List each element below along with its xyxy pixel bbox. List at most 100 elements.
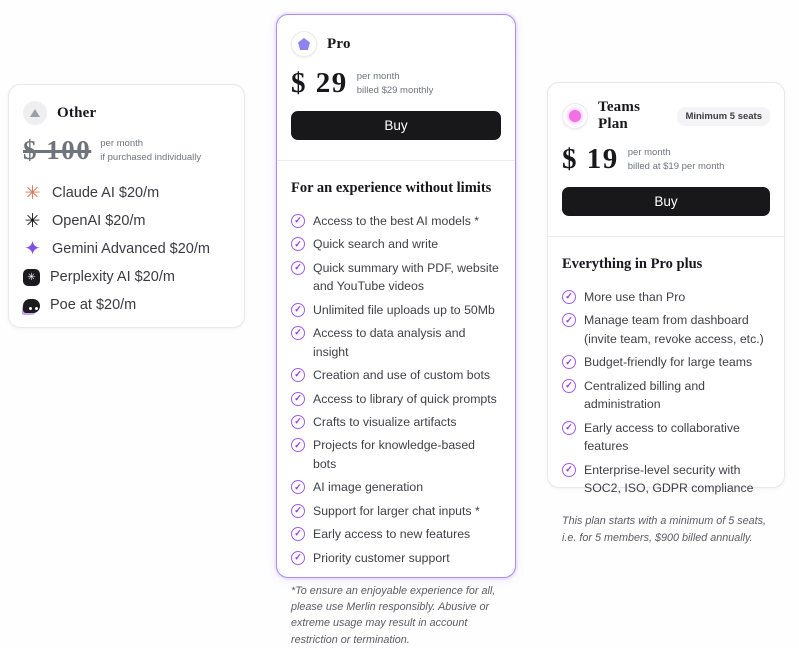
feature-item: ✓ Access to library of quick prompts — [291, 390, 501, 408]
price-amount-other: $ 100 — [23, 135, 92, 165]
price-note-teams: per month billed at $19 per month — [628, 146, 725, 173]
openai-icon — [23, 212, 42, 231]
plan-header: Other — [23, 101, 230, 125]
check-icon: ✓ — [562, 378, 576, 393]
check-icon: ✓ — [562, 420, 576, 435]
check-icon: ✓ — [291, 368, 305, 383]
gemini-icon — [23, 240, 42, 259]
teams-plan-avatar — [562, 103, 588, 129]
service-label: Claude AI $20/m — [52, 185, 160, 201]
feature-item: ✓ Projects for knowledge-based bots — [291, 436, 501, 473]
feature-label: Early access to collaborative features — [584, 420, 740, 454]
plan-card-teams: Teams Plan Minimum 5 seats $ 19 per mont… — [547, 82, 785, 544]
pro-plan-avatar — [291, 31, 317, 57]
check-icon: ✓ — [291, 480, 305, 495]
feature-item: ✓ Quick summary with PDF, website and Yo… — [291, 259, 501, 296]
service-item: Gemini Advanced $20/m — [23, 240, 230, 259]
other-plan-avatar — [23, 101, 47, 125]
divider — [548, 236, 784, 237]
service-list: Claude AI $20/m OpenAI $20/m Gemini Adva… — [23, 184, 230, 315]
feature-label: Quick search and write — [313, 237, 439, 252]
triangle-icon — [30, 108, 40, 117]
service-item: Perplexity AI $20/m — [23, 268, 230, 287]
feature-label: Quick summary with PDF, website and YouT… — [313, 260, 499, 294]
check-icon: ✓ — [291, 326, 305, 341]
section-heading-pro: For an experience without limits — [291, 180, 492, 196]
feature-item: ✓ Priority customer support — [291, 549, 501, 567]
service-label: Poe at $20/m — [50, 297, 137, 313]
minimum-seats-badge: Minimum 5 seats — [677, 106, 770, 126]
feature-label: Unlimited file uploads up to 50Mb — [313, 302, 495, 317]
feature-list-pro: ✓ Access to the best AI models * ✓ Quick… — [291, 212, 501, 567]
price-note-line1: per month — [100, 138, 144, 150]
buy-button-pro[interactable]: Buy — [291, 111, 501, 140]
feature-label: AI image generation — [313, 480, 424, 495]
plan-title-teams: Teams Plan — [598, 99, 641, 132]
plan-card-pro: Pro $ 29 per month billed $29 monthly Bu… — [276, 14, 516, 646]
price-note-line1: per month — [356, 71, 400, 83]
feature-item: ✓ Access to data analysis and insight — [291, 324, 501, 361]
feature-item: ✓ Enterprise-level security with SOC2, I… — [562, 461, 770, 498]
price-note-line2: billed at $19 per month — [627, 160, 725, 172]
feature-item: ✓ AI image generation — [291, 478, 501, 496]
feature-label: Access to data analysis and insight — [313, 326, 466, 359]
feature-item: ✓ Centralized billing and administration — [562, 377, 770, 414]
feature-label: Access to library of quick prompts — [313, 391, 497, 406]
check-icon: ✓ — [291, 527, 305, 542]
price-block: $ 29 per month billed $29 monthly — [291, 69, 501, 98]
feature-item: ✓ Quick search and write — [291, 235, 501, 253]
feature-item: ✓ Unlimited file uploads up to 50Mb — [291, 301, 501, 319]
check-icon: ✓ — [291, 237, 305, 252]
service-label: Gemini Advanced $20/m — [52, 241, 210, 257]
buy-button-teams[interactable]: Buy — [562, 187, 770, 216]
feature-item: ✓ Crafts to visualize artifacts — [291, 413, 501, 431]
feature-label: Centralized billing and administration — [584, 378, 705, 412]
feature-label: Budget-friendly for large teams — [584, 355, 753, 370]
price-amount-pro: $ 29 — [291, 67, 348, 99]
feature-item: ✓ Creation and use of custom bots — [291, 366, 501, 384]
check-icon: ✓ — [291, 302, 305, 317]
feature-label: Access to the best AI models * — [313, 214, 480, 228]
feature-label: Projects for knowledge-based bots — [313, 438, 475, 471]
feature-item: ✓ Budget-friendly for large teams — [562, 353, 770, 371]
check-icon: ✓ — [291, 550, 305, 565]
service-item: Claude AI $20/m — [23, 184, 230, 203]
price-note-line2: billed $29 monthly — [356, 84, 434, 96]
feature-label: Support for larger chat inputs * — [313, 503, 480, 518]
check-icon: ✓ — [291, 260, 305, 275]
check-icon: ✓ — [291, 438, 305, 453]
check-icon: ✓ — [562, 355, 576, 370]
service-item: OpenAI $20/m — [23, 212, 230, 231]
pink-dot-icon — [569, 110, 581, 122]
price-amount-teams: $ 19 — [562, 143, 619, 175]
section-heading-teams: Everything in Pro plus — [562, 256, 703, 272]
feature-label: Crafts to visualize artifacts — [313, 414, 457, 429]
plan-title-pro: Pro — [327, 35, 351, 52]
perplexity-icon — [23, 269, 40, 286]
claude-icon — [23, 184, 42, 203]
price-note-line1: per month — [627, 147, 671, 159]
check-icon: ✓ — [562, 290, 576, 304]
price-block: $ 100 per month if purchased individuall… — [23, 137, 230, 164]
feature-item: ✓ More use than Pro — [562, 288, 770, 306]
feature-label: Priority customer support — [313, 550, 450, 565]
feature-label: Creation and use of custom bots — [313, 368, 491, 383]
check-icon: ✓ — [562, 313, 576, 328]
feature-item: ✓ Early access to new features — [291, 525, 501, 543]
service-label: OpenAI $20/m — [52, 213, 146, 229]
feature-list-teams: ✓ More use than Pro ✓ Manage team from d… — [562, 288, 770, 497]
feature-label: Manage team from dashboard (invite team,… — [584, 313, 764, 346]
feature-label: Early access to new features — [313, 527, 471, 542]
feature-item: ✓ Manage team from dashboard (invite tea… — [562, 311, 770, 348]
price-note-pro: per month billed $29 monthly — [357, 70, 434, 97]
price-note-other: per month if purchased individually — [100, 137, 201, 164]
feature-item: ✓ Support for larger chat inputs * — [291, 502, 501, 520]
price-block: $ 19 per month billed at $19 per month — [562, 145, 770, 174]
footnote-pro: *To ensure an enjoyable experience for a… — [291, 585, 496, 646]
check-icon: ✓ — [291, 503, 305, 518]
check-icon: ✓ — [562, 462, 576, 477]
feature-label: More use than Pro — [584, 290, 686, 304]
check-icon: ✓ — [291, 391, 305, 406]
service-label: Perplexity AI $20/m — [50, 269, 175, 285]
service-item: Poe at $20/m — [23, 296, 230, 315]
